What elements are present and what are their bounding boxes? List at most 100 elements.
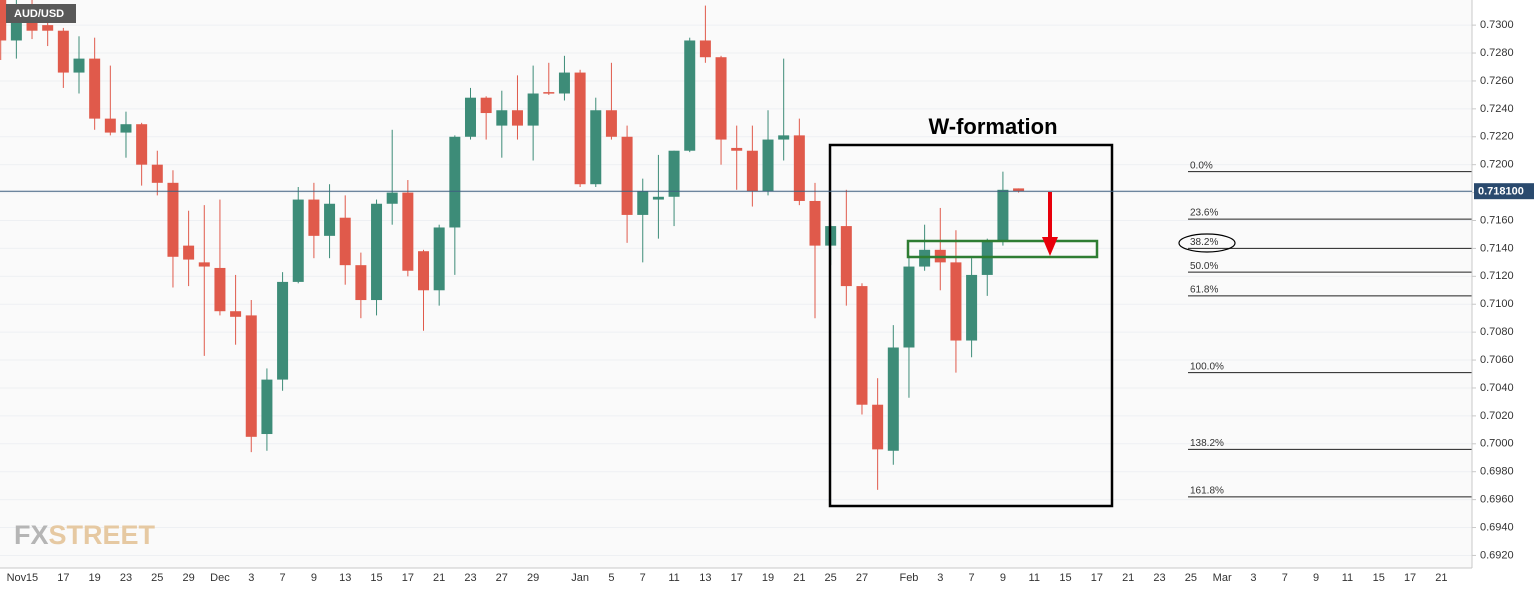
x-tick-label: 17	[1404, 572, 1416, 584]
candle-body	[652, 196, 664, 200]
zone-box	[906, 239, 1099, 259]
x-tick-label: 3	[248, 572, 254, 584]
x-tick-label: 19	[89, 572, 101, 584]
x-tick-label: 25	[151, 572, 163, 584]
last-price-label: 0.718100	[1478, 186, 1524, 198]
candle-body	[308, 199, 320, 236]
x-tick-label: 9	[1000, 572, 1006, 584]
candle-body	[214, 267, 226, 312]
candle-body	[433, 227, 445, 291]
x-tick-label: 23	[464, 572, 476, 584]
x-tick-label: 7	[969, 572, 975, 584]
candle-body	[496, 110, 508, 126]
candle-body	[746, 150, 758, 192]
y-tick-label: 0.7040	[1480, 382, 1514, 394]
y-tick-label: 0.7160	[1480, 214, 1514, 226]
x-tick-label: 17	[731, 572, 743, 584]
candle-body	[355, 265, 367, 301]
last-price-box	[1474, 183, 1534, 200]
x-tick-label: Mar	[1213, 572, 1232, 584]
x-tick-label: 7	[280, 572, 286, 584]
candle-body	[715, 57, 727, 140]
candle-body	[73, 58, 85, 73]
x-tick-label: 5	[608, 572, 614, 584]
watermark-suffix: STREET	[49, 520, 156, 550]
x-tick-label: Dec	[210, 572, 230, 584]
plot-area	[0, 0, 1472, 568]
y-tick-label: 0.6920	[1480, 549, 1514, 561]
candle-body	[480, 97, 492, 114]
candle-body	[778, 135, 790, 140]
watermark-prefix: FX	[14, 520, 49, 550]
candle-body	[668, 150, 680, 197]
candle-body	[511, 110, 523, 126]
x-tick-label: 11	[1029, 572, 1040, 584]
candle-body	[57, 30, 69, 73]
candle-body	[418, 251, 430, 291]
fib-label: 38.2%	[1190, 237, 1218, 248]
symbol-box	[6, 4, 76, 23]
candle-body	[731, 147, 743, 151]
candle-body	[809, 200, 821, 246]
x-tick-label: 3	[1250, 572, 1256, 584]
x-tick-label: 25	[825, 572, 837, 584]
fib-label: 61.8%	[1190, 285, 1218, 296]
candle-body	[840, 226, 852, 287]
candle-body	[887, 347, 899, 451]
candle-body	[167, 182, 179, 257]
candle-body	[324, 203, 336, 236]
candle-body	[230, 311, 242, 317]
y-tick-label: 0.6940	[1480, 521, 1514, 533]
candle-body	[245, 315, 257, 437]
y-tick-label: 0.7120	[1480, 270, 1514, 282]
candle-body	[449, 136, 461, 228]
candle-body	[261, 379, 273, 435]
x-tick-label: 13	[699, 572, 711, 584]
fib-label: 161.8%	[1190, 485, 1224, 496]
x-tick-label: 15	[1373, 572, 1385, 584]
candle-body	[183, 245, 195, 260]
x-tick-label: 17	[1091, 572, 1103, 584]
x-tick-label: 25	[1185, 572, 1197, 584]
candle-body	[464, 97, 476, 137]
candle-body	[543, 92, 555, 94]
candle-body	[527, 93, 539, 126]
y-tick-label: 0.7060	[1480, 354, 1514, 366]
y-tick-label: 0.7280	[1480, 47, 1514, 59]
fib-label: 100.0%	[1190, 361, 1224, 372]
arrow-head	[1042, 237, 1058, 256]
candle-body	[151, 164, 163, 183]
y-tick-label: 0.7220	[1480, 131, 1514, 143]
x-tick-label: 21	[1435, 572, 1447, 584]
candle-body	[637, 191, 649, 215]
x-tick-label: Jan	[571, 572, 589, 584]
y-tick-label: 0.7100	[1480, 298, 1514, 310]
x-tick-label: 27	[856, 572, 868, 584]
annotation: W-formation	[928, 114, 1057, 139]
x-tick-label: 29	[182, 572, 194, 584]
candle-body	[684, 40, 696, 151]
x-tick-label: 3	[937, 572, 943, 584]
candle-body	[104, 118, 116, 133]
y-tick-label: 0.7300	[1480, 19, 1514, 31]
candles	[0, 0, 1025, 490]
candle-body	[89, 58, 101, 119]
candle-body	[872, 404, 884, 450]
candle-body	[277, 281, 289, 380]
candle-body	[574, 72, 586, 185]
candle-body	[621, 136, 633, 215]
x-tick-label: 15	[1059, 572, 1071, 584]
candle-body	[339, 217, 351, 266]
x-tick-label: 19	[762, 572, 774, 584]
candle-body	[762, 139, 774, 192]
x-tick-label: 21	[1122, 572, 1134, 584]
y-tick-label: 0.7260	[1480, 75, 1514, 87]
candle-body	[371, 203, 383, 301]
fib-label: 50.0%	[1190, 261, 1218, 272]
watermark: FXSTREET	[14, 520, 156, 550]
x-tick-label: 15	[26, 572, 38, 584]
x-tick-label: 15	[370, 572, 382, 584]
x-tick-label: Nov	[7, 572, 27, 584]
x-tick-label: 17	[57, 572, 69, 584]
